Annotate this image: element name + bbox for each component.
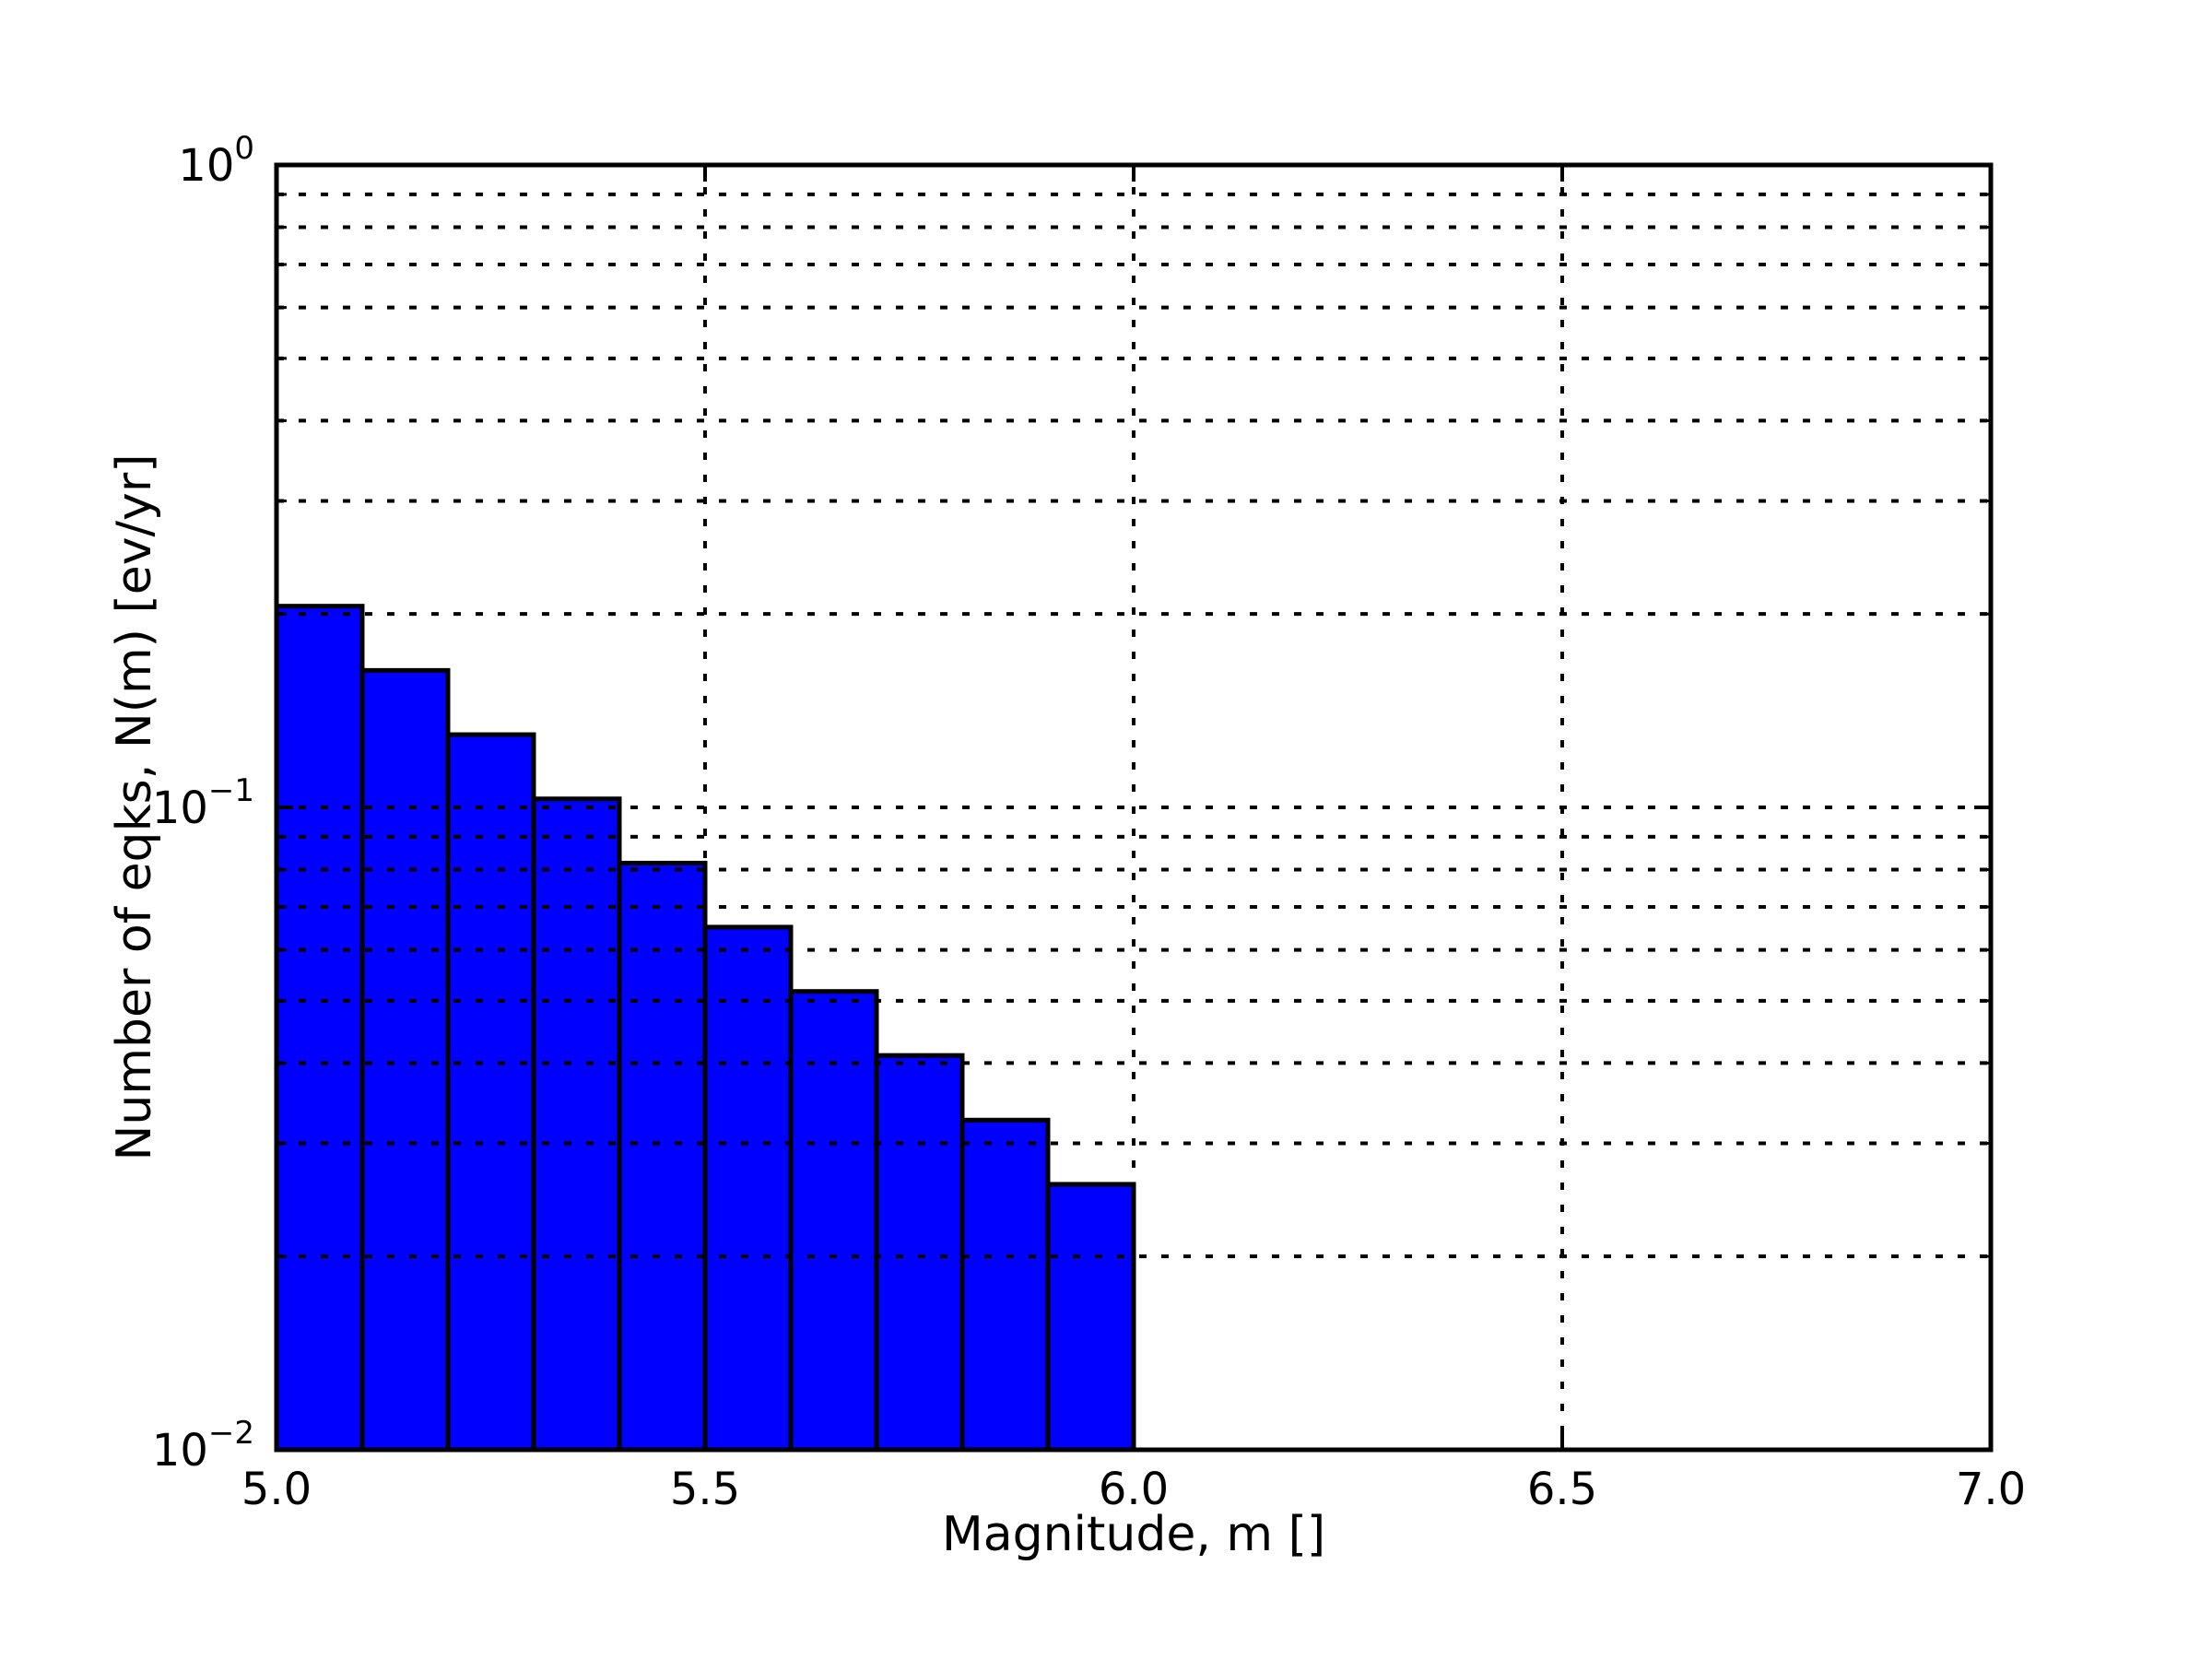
plot-area: 5.0 5.5 6.0 6.5 7.0 100 10−1 10−2 <box>152 130 2026 1515</box>
y-tick-label: 100 <box>178 130 254 192</box>
y-tick-label: 10−1 <box>152 772 254 834</box>
x-tick-label: 5.5 <box>670 1464 740 1515</box>
x-tick-label: 5.0 <box>241 1464 312 1515</box>
y-axis-label: Number of eqks, N(m) [ev/yr] <box>107 454 162 1161</box>
histogram-bar <box>959 1117 1051 1453</box>
histogram-bar <box>531 796 622 1453</box>
histogram-bar <box>274 604 365 1453</box>
histogram-bar <box>445 732 536 1453</box>
histogram-bar <box>788 989 879 1453</box>
histogram-bar <box>874 1053 965 1453</box>
x-tick-label: 6.5 <box>1527 1464 1597 1515</box>
y-tick-label: 10−2 <box>152 1415 254 1477</box>
histogram-bar <box>702 924 794 1453</box>
histogram-bar <box>359 667 451 1453</box>
x-tick-label: 6.0 <box>1099 1464 1169 1515</box>
x-tick-label: 7.0 <box>1956 1464 2026 1515</box>
histogram-bar <box>1045 1182 1136 1453</box>
histogram-bar <box>617 860 708 1453</box>
x-axis-label: Magnitude, m [] <box>942 1507 1325 1562</box>
